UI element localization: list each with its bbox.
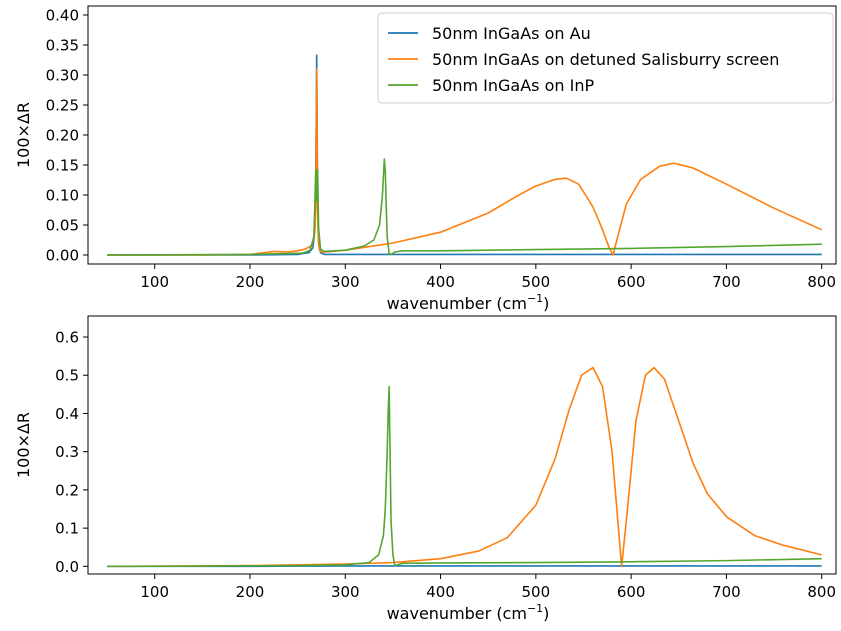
y-tick-label: 0.3 bbox=[55, 443, 79, 461]
y-tick-label: 0.40 bbox=[46, 7, 79, 25]
y-tick-label: 0.25 bbox=[46, 97, 79, 115]
y-tick-label: 0.00 bbox=[46, 247, 79, 265]
y-tick-label: 0.5 bbox=[55, 367, 79, 385]
x-tick-label: 100 bbox=[140, 273, 169, 291]
chart-panel-1: 100 200 300 400 500 600 700 800 0.00 0.05 0.10 0.15… bbox=[14, 5, 837, 313]
legend-box bbox=[377, 12, 834, 104]
series-line-2 bbox=[107, 68, 823, 256]
chart-panel-2: 100 200 300 400 500 600 700 800 0.0 0.1 0.2 0.3 0.4 0… bbox=[14, 315, 837, 623]
y-tick-label: 0.4 bbox=[55, 405, 79, 423]
series-lines bbox=[107, 54, 823, 256]
legend-entry: 50nm InGaAs on Au bbox=[432, 24, 591, 43]
y-tick-label: 0.05 bbox=[46, 217, 79, 235]
x-tick-label: 500 bbox=[522, 583, 551, 601]
x-tick-label: 200 bbox=[236, 583, 265, 601]
x-tick-label: 700 bbox=[712, 583, 741, 601]
y-tick-label: 0.0 bbox=[55, 558, 79, 576]
legend-entry: 50nm InGaAs on detuned Salisburry screen bbox=[432, 50, 779, 69]
x-tick-label: 400 bbox=[426, 583, 455, 601]
y-tick-label: 0.1 bbox=[55, 520, 79, 538]
x-tick-label: 200 bbox=[236, 273, 265, 291]
x-tick-label: 800 bbox=[807, 273, 836, 291]
y-axis-label: 100×ΔR bbox=[14, 102, 33, 168]
y-tick-label: 0.2 bbox=[55, 481, 79, 499]
legend: 50nm InGaAs on Au 50nm InGaAs on detuned … bbox=[377, 12, 834, 104]
series-line-3 bbox=[107, 158, 822, 256]
series-lines bbox=[107, 366, 822, 568]
x-tick-label: 700 bbox=[712, 273, 741, 291]
plot-frame bbox=[87, 315, 837, 575]
y-tick-label: 0.30 bbox=[46, 67, 79, 85]
x-axis-label: wavenumber (cm−1) bbox=[387, 602, 550, 623]
legend-entry: 50nm InGaAs on InP bbox=[432, 76, 594, 95]
series-line-3 bbox=[107, 385, 822, 568]
y-tick-label: 0.20 bbox=[46, 127, 79, 145]
x-tick-label: 300 bbox=[331, 273, 360, 291]
y-tick-label: 0.15 bbox=[46, 157, 79, 175]
x-tick-label: 300 bbox=[331, 583, 360, 601]
x-tick-label: 600 bbox=[617, 273, 646, 291]
x-tick-label: 800 bbox=[807, 583, 836, 601]
y-tick-label: 0.10 bbox=[46, 187, 79, 205]
y-tick-label: 0.35 bbox=[46, 37, 79, 55]
x-tick-label: 400 bbox=[426, 273, 455, 291]
y-tick-label: 0.6 bbox=[55, 329, 79, 347]
y-axis-label: 100×ΔR bbox=[14, 412, 33, 478]
x-tick-label: 600 bbox=[617, 583, 646, 601]
x-tick-label: 100 bbox=[140, 583, 169, 601]
x-axis-label: wavenumber (cm−1) bbox=[387, 292, 550, 313]
series-line-2 bbox=[107, 366, 822, 568]
x-tick-label: 500 bbox=[522, 273, 551, 291]
